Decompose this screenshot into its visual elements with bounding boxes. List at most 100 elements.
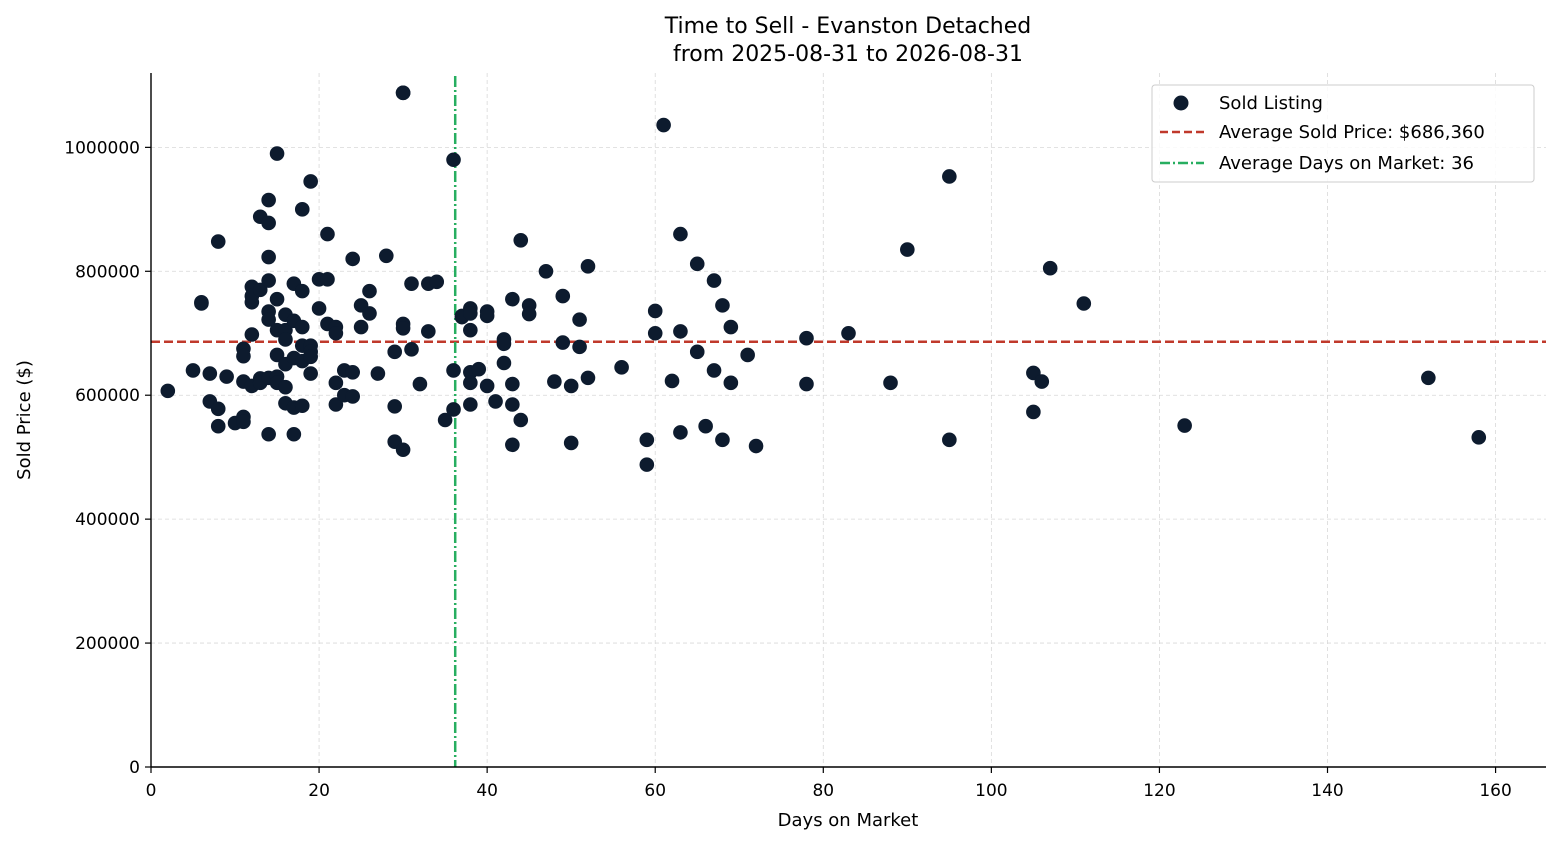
data-point [900, 242, 915, 257]
data-point [328, 375, 344, 391]
data-point [320, 272, 335, 287]
y-tick-label: 600000 [75, 386, 140, 406]
data-point [395, 442, 411, 458]
data-point [294, 283, 310, 299]
data-point [261, 426, 276, 442]
data-point [261, 192, 276, 208]
data-point [547, 374, 562, 389]
data-point [664, 373, 680, 389]
data-point [236, 414, 251, 430]
data-point [706, 363, 722, 378]
chart-title-line2: from 2025-08-31 to 2026-08-31 [673, 42, 1023, 67]
data-point [1177, 418, 1192, 433]
x-tick-label: 20 [308, 781, 330, 801]
data-point [286, 426, 302, 442]
data-point [446, 402, 461, 417]
data-point [320, 226, 335, 242]
x-tick-label: 40 [476, 781, 498, 801]
data-point [496, 355, 512, 371]
data-point [1042, 260, 1058, 276]
data-point [698, 418, 713, 434]
x-axis-label: Days on Market [778, 810, 919, 831]
data-point [278, 379, 293, 395]
data-point [328, 397, 344, 412]
data-point [513, 412, 529, 428]
data-point [463, 322, 478, 338]
y-tick-label: 800000 [75, 262, 140, 282]
data-point [673, 425, 688, 440]
data-point [404, 276, 419, 291]
data-point [328, 325, 344, 341]
data-point [538, 263, 554, 279]
data-point [647, 325, 663, 341]
data-point [673, 226, 688, 242]
data-point [463, 397, 478, 412]
data-point [580, 370, 596, 386]
data-point [387, 344, 403, 360]
data-point [353, 319, 369, 335]
data-point [723, 319, 739, 335]
data-point [395, 85, 411, 101]
data-point [269, 146, 285, 161]
data-point [252, 282, 268, 298]
data-point [715, 432, 730, 448]
data-point [278, 332, 293, 347]
data-point [362, 306, 377, 321]
data-point [345, 251, 360, 267]
data-point [689, 256, 705, 272]
data-point [614, 360, 629, 375]
x-tick-label: 120 [1143, 781, 1175, 801]
data-point [639, 432, 655, 448]
legend-label-average-price: Average Sold Price: $686,360 [1219, 122, 1485, 143]
x-tick-label: 60 [644, 781, 666, 801]
data-point [748, 438, 764, 454]
data-point [689, 344, 705, 360]
data-point [488, 394, 503, 409]
data-point [261, 215, 276, 231]
data-point [294, 202, 310, 217]
data-point [942, 169, 957, 184]
data-point [345, 389, 360, 404]
data-point [572, 312, 587, 327]
y-axis-label: Sold Price ($) [14, 360, 35, 480]
data-point [496, 336, 512, 352]
data-point [706, 273, 722, 288]
data-point [202, 366, 218, 381]
data-point [563, 435, 579, 451]
data-point [303, 174, 318, 189]
data-point [647, 303, 663, 319]
data-point [446, 363, 461, 378]
data-point [479, 308, 495, 324]
y-tick-label: 1000000 [64, 138, 140, 158]
data-point [513, 233, 529, 248]
data-points [160, 85, 1487, 472]
x-tick-label: 160 [1479, 781, 1511, 801]
reference-lines [151, 76, 1546, 767]
data-point [185, 363, 201, 378]
data-point [210, 234, 226, 249]
data-point [345, 364, 360, 380]
data-point [294, 319, 310, 335]
data-point [580, 259, 596, 274]
data-point [505, 437, 520, 453]
data-point [437, 412, 453, 428]
data-point [1421, 370, 1436, 386]
data-point [236, 348, 251, 364]
data-point [505, 291, 520, 307]
data-point [656, 117, 671, 133]
data-point [555, 288, 571, 304]
data-point [421, 324, 436, 339]
data-point [799, 376, 814, 392]
data-point [429, 274, 445, 290]
data-point [210, 401, 226, 417]
y-tick-label: 400000 [75, 510, 140, 530]
data-point [883, 375, 898, 391]
x-tick-label: 140 [1311, 781, 1343, 801]
legend-marker-sold-listing [1173, 95, 1189, 111]
data-point [261, 312, 276, 327]
data-point [269, 347, 285, 363]
data-point [479, 378, 495, 394]
data-point [723, 375, 739, 391]
data-point [194, 294, 209, 310]
data-point [463, 306, 478, 321]
